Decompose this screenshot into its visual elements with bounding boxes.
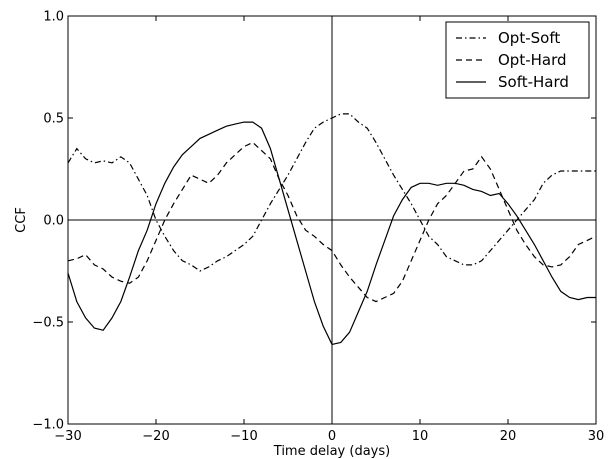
- x-tick-label: 0: [328, 429, 336, 444]
- y-tick-label: 0.5: [43, 112, 64, 127]
- x-tick-label: −20: [142, 429, 169, 444]
- series-line-opt-soft: [67, 113, 596, 272]
- ticks-layer: −30 −20 −10 0 10 20 30 −1.0 −0.5 0.0 0.5 1.0: [32, 10, 604, 445]
- legend-label: Opt-Soft: [498, 29, 560, 47]
- x-tick-label: 10: [412, 429, 429, 444]
- legend-label: Soft-Hard: [498, 73, 569, 91]
- series-layer: [67, 113, 597, 346]
- x-tick-label: 30: [588, 429, 605, 444]
- y-tick-label: 1.0: [43, 10, 64, 25]
- series-line-soft-hard: [67, 121, 596, 346]
- legend: Opt-Soft Opt-Hard Soft-Hard: [445, 21, 590, 99]
- x-tick-label: −10: [230, 429, 257, 444]
- x-tick-label: 20: [500, 429, 517, 444]
- series-line-opt-hard: [67, 141, 597, 303]
- reference-lines: [68, 16, 596, 424]
- legend-label: Opt-Hard: [498, 51, 567, 69]
- y-tick-label: −1.0: [32, 418, 64, 433]
- x-axis-label: Time delay (days): [273, 444, 390, 459]
- y-tick-label: 0.0: [43, 214, 64, 229]
- y-axis-label: CCF: [14, 207, 29, 233]
- y-tick-label: −0.5: [32, 316, 64, 331]
- x-tick-label: −30: [54, 429, 81, 444]
